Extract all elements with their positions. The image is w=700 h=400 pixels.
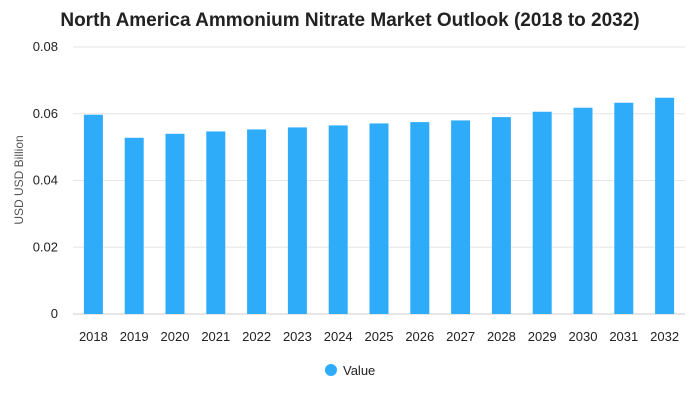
y-tick-label: 0.04 [33,173,58,188]
x-tick-label: 2028 [487,329,516,344]
x-tick-label: 2031 [609,329,638,344]
bar-2031[interactable] [614,102,634,314]
bar-2032[interactable] [655,97,675,314]
bar-2018[interactable] [83,114,103,314]
x-tick-label: 2019 [120,329,149,344]
bar-2024[interactable] [328,125,348,315]
y-tick-label: 0.08 [33,39,58,54]
x-tick-label: 2018 [79,329,108,344]
x-tick-label: 2030 [569,329,598,344]
bar-2028[interactable] [491,117,511,315]
x-tick-label: 2032 [650,329,679,344]
chart-title: North America Ammonium Nitrate Market Ou… [60,10,639,31]
bar-2022[interactable] [247,129,267,314]
x-axis-ticks: 2018 2019 2020 2021 2022 2023 2024 2025 2026 2027… [79,329,679,344]
bars [83,97,675,315]
bar-2027[interactable] [451,120,471,314]
bar-2021[interactable] [206,131,226,314]
x-tick-label: 2029 [528,329,557,344]
bar-2020[interactable] [165,133,185,314]
x-tick-label: 2023 [283,329,312,344]
x-tick-label: 2025 [365,329,394,344]
bar-2029[interactable] [532,111,552,314]
bar-2019[interactable] [124,137,144,314]
legend-swatch-value [325,364,337,376]
legend-label-value: Value [343,363,375,378]
bar-2026[interactable] [410,122,430,314]
bar-2025[interactable] [369,123,389,315]
x-tick-label: 2026 [405,329,434,344]
y-tick-label: 0 [51,306,58,321]
bar-2030[interactable] [573,107,593,315]
y-tick-label: 0.02 [33,239,58,254]
x-tick-label: 2027 [446,329,475,344]
bar-2023[interactable] [287,127,307,314]
y-axis-label: USD USD Billion [12,135,26,224]
y-axis-ticks: 0 0.02 0.04 0.06 0.08 [33,39,58,321]
y-tick-label: 0.06 [33,106,58,121]
x-tick-label: 2024 [324,329,353,344]
x-tick-label: 2022 [242,329,271,344]
legend[interactable]: Value [325,363,375,378]
x-tick-label: 2021 [201,329,230,344]
x-tick-label: 2020 [161,329,190,344]
